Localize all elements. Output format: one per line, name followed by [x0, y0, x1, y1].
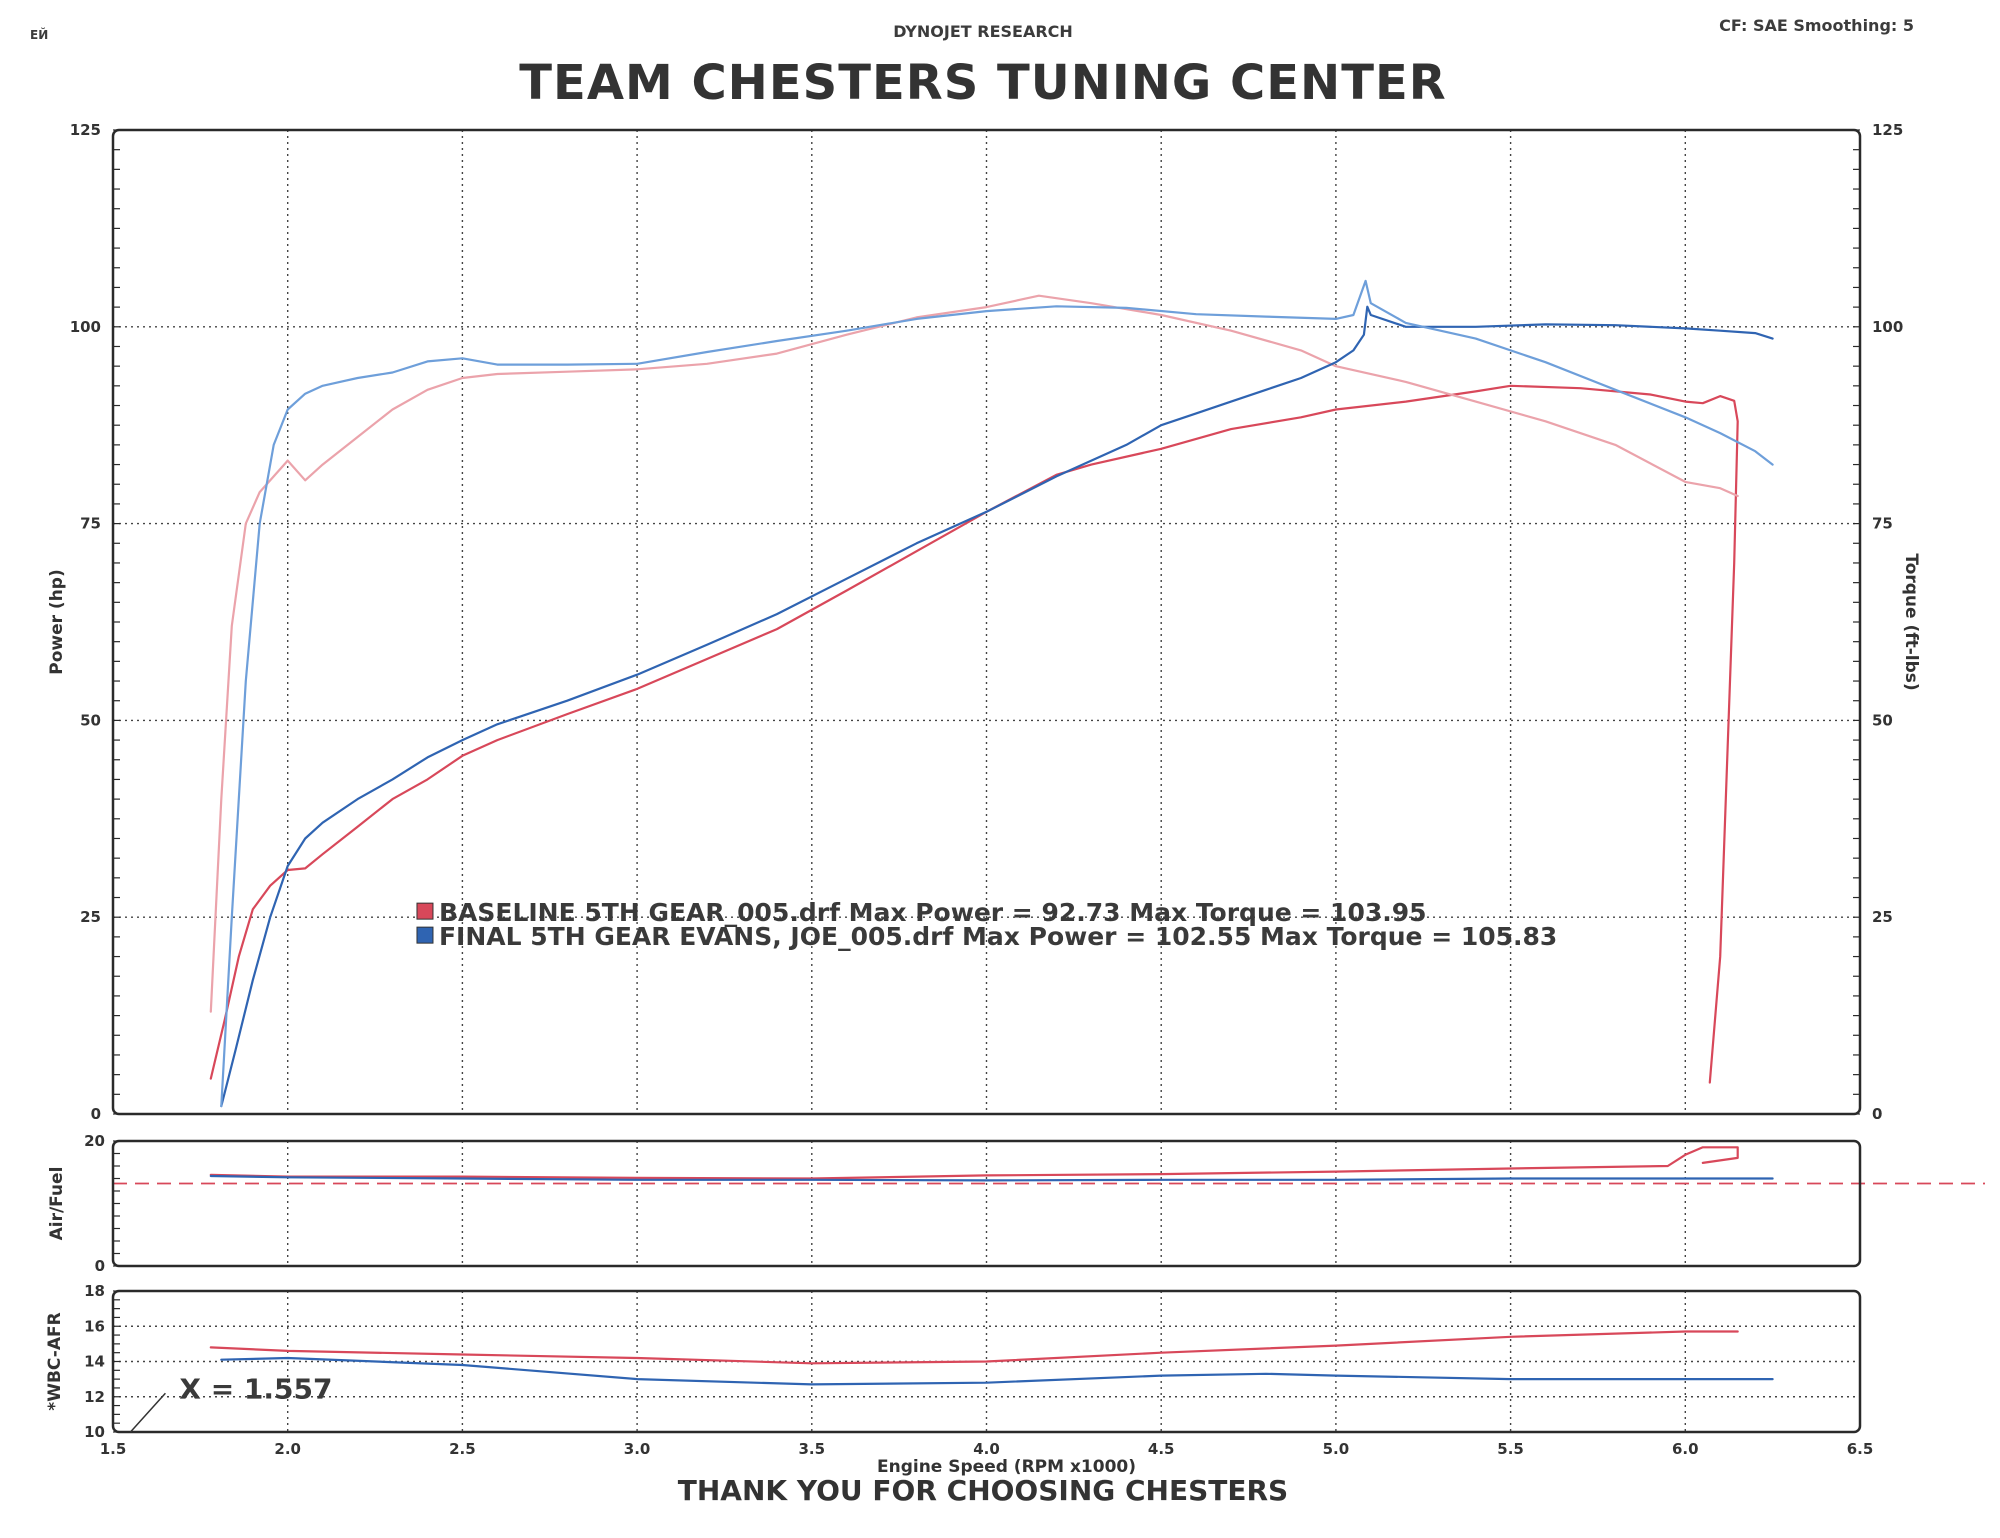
rpm-tick-label: 6.0	[1672, 1440, 1699, 1458]
legend-label-1: BASELINE 5TH GEAR_005.drf Max Power = 92…	[439, 898, 1427, 927]
rpm-tick-label: 4.0	[973, 1440, 1000, 1458]
corner-mark: ЕЙ	[30, 28, 49, 42]
torque-tick-label: 25	[1872, 908, 1893, 926]
torque-tick-label: 75	[1872, 515, 1893, 533]
afr-plot-frame	[111, 1139, 1862, 1268]
legend-label-2: FINAL 5TH GEAR EVANS, JOE_005.drf Max Po…	[439, 922, 1557, 951]
wbc-tick-label: 12	[84, 1388, 105, 1406]
rpm-tick-label: 2.5	[449, 1440, 476, 1458]
wbc-tick-label: 16	[84, 1317, 105, 1335]
company-name: DYNOJET RESEARCH	[893, 22, 1073, 41]
rpm-tick-label: 6.5	[1847, 1440, 1874, 1458]
rpm-tick-label: 2.0	[274, 1440, 301, 1458]
power-tick-label: 0	[91, 1105, 101, 1123]
main-plot-frame	[111, 128, 1862, 1116]
wbc-series-line-1	[209, 1330, 1739, 1365]
wbc-plot-frame	[111, 1289, 1862, 1434]
afr-series-line-2	[209, 1174, 1774, 1182]
afr-tick-label: 0	[95, 1257, 105, 1275]
wbc-series-line-2	[220, 1356, 1774, 1386]
legend-swatch-2	[416, 926, 434, 944]
rpm-tick-label: 3.0	[624, 1440, 651, 1458]
afr-series-line-1	[209, 1146, 1739, 1180]
power-tick-label: 125	[70, 121, 101, 139]
rpm-axis-title: Engine Speed (RPM x1000)	[877, 1457, 1136, 1477]
torque-tick-label: 100	[1872, 318, 1903, 336]
afr-axis-title: Air/Fuel	[47, 1167, 67, 1241]
power-tick-label: 75	[80, 515, 101, 533]
torque-tick-label: 0	[1872, 1105, 1882, 1123]
legend-swatch-1	[416, 902, 434, 920]
main-series-line-3	[220, 305, 1774, 1108]
wbc-axis-title: *WBC-AFR	[45, 1312, 65, 1410]
power-tick-label: 100	[70, 318, 101, 336]
cursor-annotation: X = 1.557	[179, 1373, 332, 1406]
correction-settings: CF: SAE Smoothing: 5	[1719, 16, 1914, 35]
torque-axis-title: Torque (ft-lbs)	[1901, 553, 1921, 690]
main-series-line-4	[220, 279, 1774, 1108]
afr-tick-label: 20	[84, 1132, 105, 1150]
torque-tick-label: 125	[1872, 121, 1903, 139]
annotation-pointer	[129, 1392, 166, 1433]
main-series-line-1	[209, 384, 1739, 1084]
page-title: TEAM CHESTERS TUNING CENTER	[519, 55, 1447, 111]
footer-message: THANK YOU FOR CHOOSING CHESTERS	[677, 1474, 1289, 1507]
main-series-line-2	[209, 294, 1739, 1013]
power-tick-label: 25	[80, 908, 101, 926]
rpm-tick-label: 3.5	[799, 1440, 826, 1458]
wbc-tick-label: 14	[84, 1353, 105, 1371]
torque-tick-label: 50	[1872, 711, 1893, 729]
rpm-tick-label: 1.5	[100, 1440, 127, 1458]
rpm-tick-label: 5.0	[1323, 1440, 1350, 1458]
wbc-tick-label: 18	[84, 1282, 105, 1300]
rpm-tick-label: 5.5	[1497, 1440, 1524, 1458]
power-tick-label: 50	[80, 711, 101, 729]
rpm-tick-label: 4.5	[1148, 1440, 1175, 1458]
power-axis-title: Power (hp)	[47, 569, 67, 675]
wbc-tick-label: 10	[84, 1423, 105, 1441]
